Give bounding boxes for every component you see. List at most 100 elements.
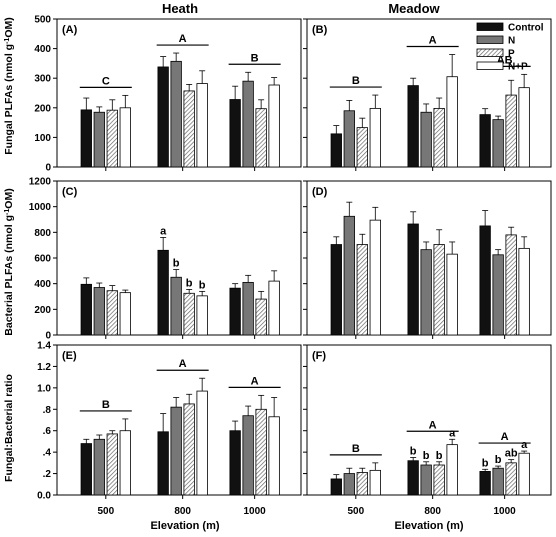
bar-letter: a [521, 439, 528, 451]
bar [446, 76, 458, 168]
bar [446, 444, 458, 496]
group-letter: A [429, 419, 437, 431]
y-tick-label: 0 [45, 163, 51, 174]
y-tick-label: .4 [43, 448, 52, 459]
y-tick-label: 500 [34, 15, 51, 26]
bar [93, 287, 105, 336]
y-tick-label: 0 [45, 331, 51, 342]
bar-letter: b [173, 258, 180, 270]
bar [420, 111, 432, 168]
bar-letter: b [436, 450, 443, 462]
group-letter: A [179, 358, 187, 370]
y-axis-label-fungal: Fungal PLFAs (nmol g-1OM) [3, 17, 15, 155]
x-tick-label: 800 [424, 506, 441, 517]
legend-swatch [476, 22, 504, 31]
bar [343, 473, 355, 496]
bar-letter: b [482, 457, 489, 469]
bar [183, 90, 195, 168]
y-tick-label: 200 [34, 103, 51, 114]
legend-label: P [508, 49, 515, 60]
bar [119, 107, 131, 168]
bar [183, 292, 195, 336]
y-axis-label-bacterial-main: Bacterial PLFAs (nmol g [3, 215, 15, 336]
y-tick-label: 1.4 [37, 341, 51, 352]
bar [255, 298, 267, 336]
x-tick-label: 800 [174, 506, 191, 517]
bar [106, 109, 118, 168]
legend-label: N [508, 36, 515, 47]
group-letter: A [429, 35, 437, 47]
y-tick-label: 0.0 [37, 491, 51, 502]
y-tick-label: 1.2 [37, 362, 51, 373]
bar [157, 431, 169, 496]
bar [157, 249, 169, 336]
legend-swatch [476, 35, 504, 44]
x-tick-label: 500 [97, 506, 114, 517]
bar-letter: a [160, 225, 167, 237]
bar [446, 253, 458, 336]
bar [119, 430, 131, 496]
y-tick-label: 600 [34, 254, 51, 265]
bar [343, 110, 355, 168]
group-letter: B [251, 52, 259, 64]
bar-letter: b [410, 446, 417, 458]
y-tick-label: .6 [43, 426, 52, 437]
bar [433, 107, 445, 168]
y-axis-label-ratio: Fungal:Bacterial ratio [3, 374, 15, 482]
bar [330, 244, 342, 336]
y-tick-label: 400 [34, 44, 51, 55]
bar [242, 281, 254, 336]
bar [479, 225, 491, 336]
panel-label: (F) [312, 350, 326, 362]
bar [196, 390, 208, 496]
panel-label: (B) [312, 24, 328, 36]
bar-letter: b [186, 277, 193, 289]
bar [268, 280, 280, 336]
x-axis-label-meadow: Elevation (m) [394, 520, 463, 532]
bar [518, 87, 530, 168]
x-tick-label: 1000 [494, 506, 517, 517]
panel-label: (A) [62, 24, 78, 36]
bar [356, 244, 368, 336]
y-tick-label: 1000 [29, 202, 52, 213]
bar [196, 83, 208, 168]
bar [479, 471, 491, 496]
bar [505, 94, 517, 168]
panel-label: (D) [312, 186, 328, 198]
bar [183, 403, 195, 496]
bar [407, 223, 419, 336]
bar-letter: a [449, 427, 456, 439]
bar [242, 415, 254, 496]
legend: Control NP N+P [476, 22, 544, 73]
bar [106, 290, 118, 336]
bar [505, 462, 517, 496]
y-axis-label-bacterial-superscript: -1 [4, 209, 11, 215]
y-tick-label: 1200 [29, 177, 52, 188]
bar [268, 84, 280, 168]
bar [106, 433, 118, 496]
column-title-heath: Heath [162, 1, 198, 16]
bar [80, 283, 92, 336]
y-tick-label: 1.0 [37, 383, 51, 394]
y-tick-label: 300 [34, 74, 51, 85]
bar [170, 60, 182, 168]
column-title-meadow: Meadow [388, 1, 440, 16]
bar [518, 247, 530, 336]
bar [407, 460, 419, 496]
bar [157, 66, 169, 168]
bar [93, 438, 105, 496]
y-tick-label: 800 [34, 228, 51, 239]
x-tick-label: 1000 [244, 506, 267, 517]
group-letter: A [501, 431, 509, 443]
bar [505, 234, 517, 336]
bar [420, 249, 432, 336]
bar [433, 464, 445, 496]
bar [330, 478, 342, 496]
bar [369, 107, 381, 168]
y-axis-label-fungal-main: Fungal PLFAs (nmol g [3, 44, 15, 155]
panel-e: 0.0 .2 .4 .6 .8 1.0 1.2 1.4 500 800 1000 B A A (E) [37, 341, 302, 517]
bar-letter: b [199, 279, 206, 291]
